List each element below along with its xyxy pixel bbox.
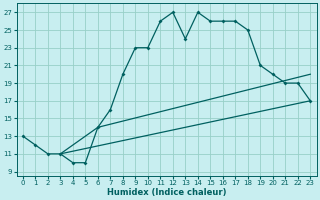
X-axis label: Humidex (Indice chaleur): Humidex (Indice chaleur) [107,188,226,197]
